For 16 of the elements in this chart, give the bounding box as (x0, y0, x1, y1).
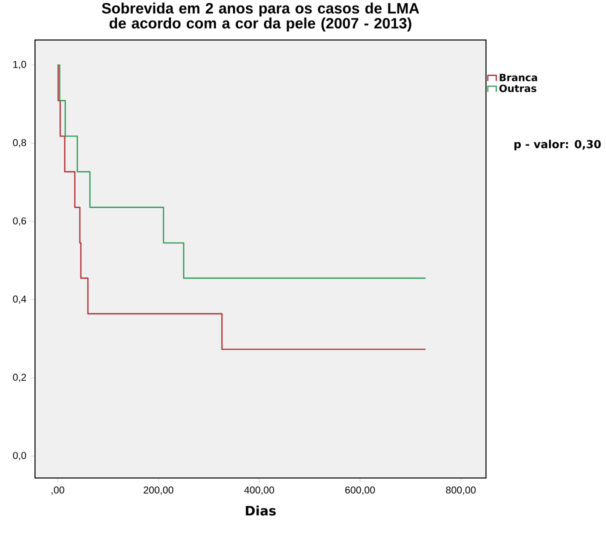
chart-title: Sobrevida em 2 anos para os casos de LMA de acordo com a cor da pele (2007 - 2013) (102, 2, 420, 32)
y-tick-label: 0,4 (13, 296, 26, 304)
y-tick-label: 0,0 (13, 452, 26, 460)
x-tick-label: 800,00 (446, 486, 476, 495)
x-tick-label: 600,00 (345, 486, 375, 495)
legend-label: Branca (500, 74, 538, 82)
y-tick-label: 0,6 (13, 217, 26, 226)
y-tick-label: 0,8 (13, 139, 26, 148)
x-tick-label: ,00 (52, 486, 64, 495)
y-tick-label: 1,0 (13, 60, 26, 70)
text: p - valor: 0,30 (514, 140, 601, 150)
x-axis-title: Dias (246, 506, 276, 516)
legend-label: Outras (499, 84, 536, 92)
x-tick-label: 200,00 (144, 486, 174, 495)
x-tick-label: 400,00 (244, 486, 274, 495)
y-tick-label: 0,2 (13, 374, 26, 382)
